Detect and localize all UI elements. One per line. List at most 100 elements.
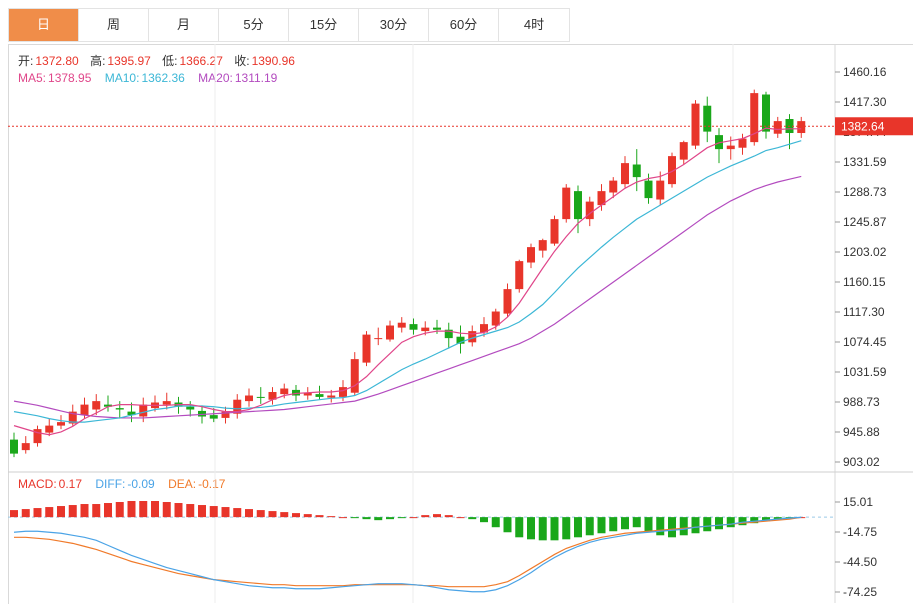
tab-2[interactable]: 月 [149, 9, 219, 41]
candle-body [104, 404, 112, 407]
macd-bar [585, 517, 594, 536]
macd-bar [315, 515, 324, 518]
candle-body [21, 443, 30, 451]
macd-bar [209, 506, 218, 518]
candle-body [480, 324, 488, 333]
y-tick-label: 1417.30 [843, 95, 887, 109]
dea-value: -0.17 [198, 477, 226, 491]
candle-body [621, 163, 629, 185]
macd-bar [550, 517, 559, 541]
candle-body [762, 94, 770, 132]
tab-1[interactable]: 周 [79, 9, 149, 41]
tab-5[interactable]: 30分 [359, 9, 429, 41]
tab-7[interactable]: 4时 [523, 17, 545, 32]
macd-info: MACD: 0.17 DIFF: -0.09 DEA: -0.17 [18, 477, 227, 491]
open-value: 1372.80 [35, 54, 79, 68]
macd-bar [762, 517, 770, 522]
macd-bar [256, 510, 265, 518]
candle-body [433, 327, 441, 330]
low-label: 低: [162, 54, 178, 68]
macd-bar [92, 504, 101, 518]
tab-3[interactable]: 5分 [219, 9, 289, 41]
macd-bar [115, 502, 124, 518]
macd-bar [726, 517, 735, 528]
macd-bar [303, 514, 312, 518]
macd-tick-label: -44.50 [843, 555, 877, 569]
diff-value: -0.09 [127, 477, 155, 491]
high-label: 高: [90, 54, 106, 68]
macd-bar [327, 516, 336, 518]
candle-body [139, 404, 148, 417]
tab-6[interactable]: 60分 [429, 9, 499, 41]
macd-bar [750, 517, 759, 524]
macd-bar [444, 515, 453, 518]
candle-body [292, 389, 300, 396]
high-value: 1395.97 [107, 54, 151, 68]
candle-body [162, 401, 171, 405]
tab-4[interactable]: 15分 [289, 9, 359, 41]
candle-body [597, 191, 606, 206]
macd-bar [104, 503, 112, 518]
ma20-label: MA20: [198, 71, 233, 85]
y-tick-label: 1074.45 [843, 335, 887, 349]
candle-body [656, 180, 665, 200]
candle-body [315, 394, 324, 397]
candle-body [726, 145, 735, 150]
macd-bar [574, 517, 582, 538]
chart-frame [8, 44, 913, 604]
candle-body [491, 311, 500, 326]
y-tick-label: 903.02 [843, 455, 880, 469]
candle-body [198, 410, 206, 417]
macd-bar [162, 502, 171, 518]
candle-body [362, 334, 371, 363]
macd-bar [491, 517, 500, 528]
candle-body [468, 331, 477, 343]
tab-0[interactable]: 日 [9, 9, 79, 41]
macd-bar [221, 507, 230, 518]
macd-bar [245, 509, 253, 518]
macd-bar [409, 517, 418, 519]
macd-bar [632, 517, 641, 528]
macd-bar [386, 517, 394, 520]
macd-bar [433, 514, 441, 518]
candle-body [57, 422, 65, 426]
candle-body [585, 201, 594, 220]
candle-body [303, 392, 312, 396]
candle-body [527, 247, 535, 263]
y-tick-label: 1117.30 [843, 305, 885, 319]
macd-bar [538, 517, 547, 541]
macd-bar [80, 504, 89, 518]
ma10-label: MA10: [104, 71, 140, 85]
candle-body [715, 135, 723, 150]
macd-bar [679, 517, 688, 536]
candle-body [386, 325, 394, 340]
candle-body [221, 411, 230, 418]
macd-bar [68, 505, 77, 518]
y-tick-label: 1160.15 [843, 275, 886, 289]
macd-bar [139, 501, 148, 518]
macd-bar [421, 515, 430, 518]
y-tick-label: 1460.16 [843, 65, 887, 79]
ma5-value: 1378.95 [48, 71, 92, 85]
candle-body [268, 392, 277, 400]
candle-body [186, 406, 195, 410]
candle-body [80, 404, 89, 416]
macd-bar [562, 517, 571, 540]
candle-body [456, 336, 465, 344]
period-tabs: 日周月 5分 15分 30分 60分 4时 [8, 8, 570, 42]
candle-body [233, 399, 242, 414]
candle-body [374, 338, 383, 340]
macd-bar [233, 508, 242, 518]
macd-bar [738, 517, 747, 526]
candle-body [409, 324, 418, 330]
macd-bar [703, 517, 712, 532]
macd-bar [503, 517, 512, 533]
candle-body [679, 142, 688, 160]
macd-bar [480, 517, 488, 523]
current-price-text: 1382.64 [841, 119, 885, 133]
candle-body [703, 105, 712, 132]
candle-body [644, 180, 653, 199]
open-label: 开: [18, 54, 34, 68]
candle-body [515, 261, 524, 290]
macd-bar [656, 517, 665, 536]
